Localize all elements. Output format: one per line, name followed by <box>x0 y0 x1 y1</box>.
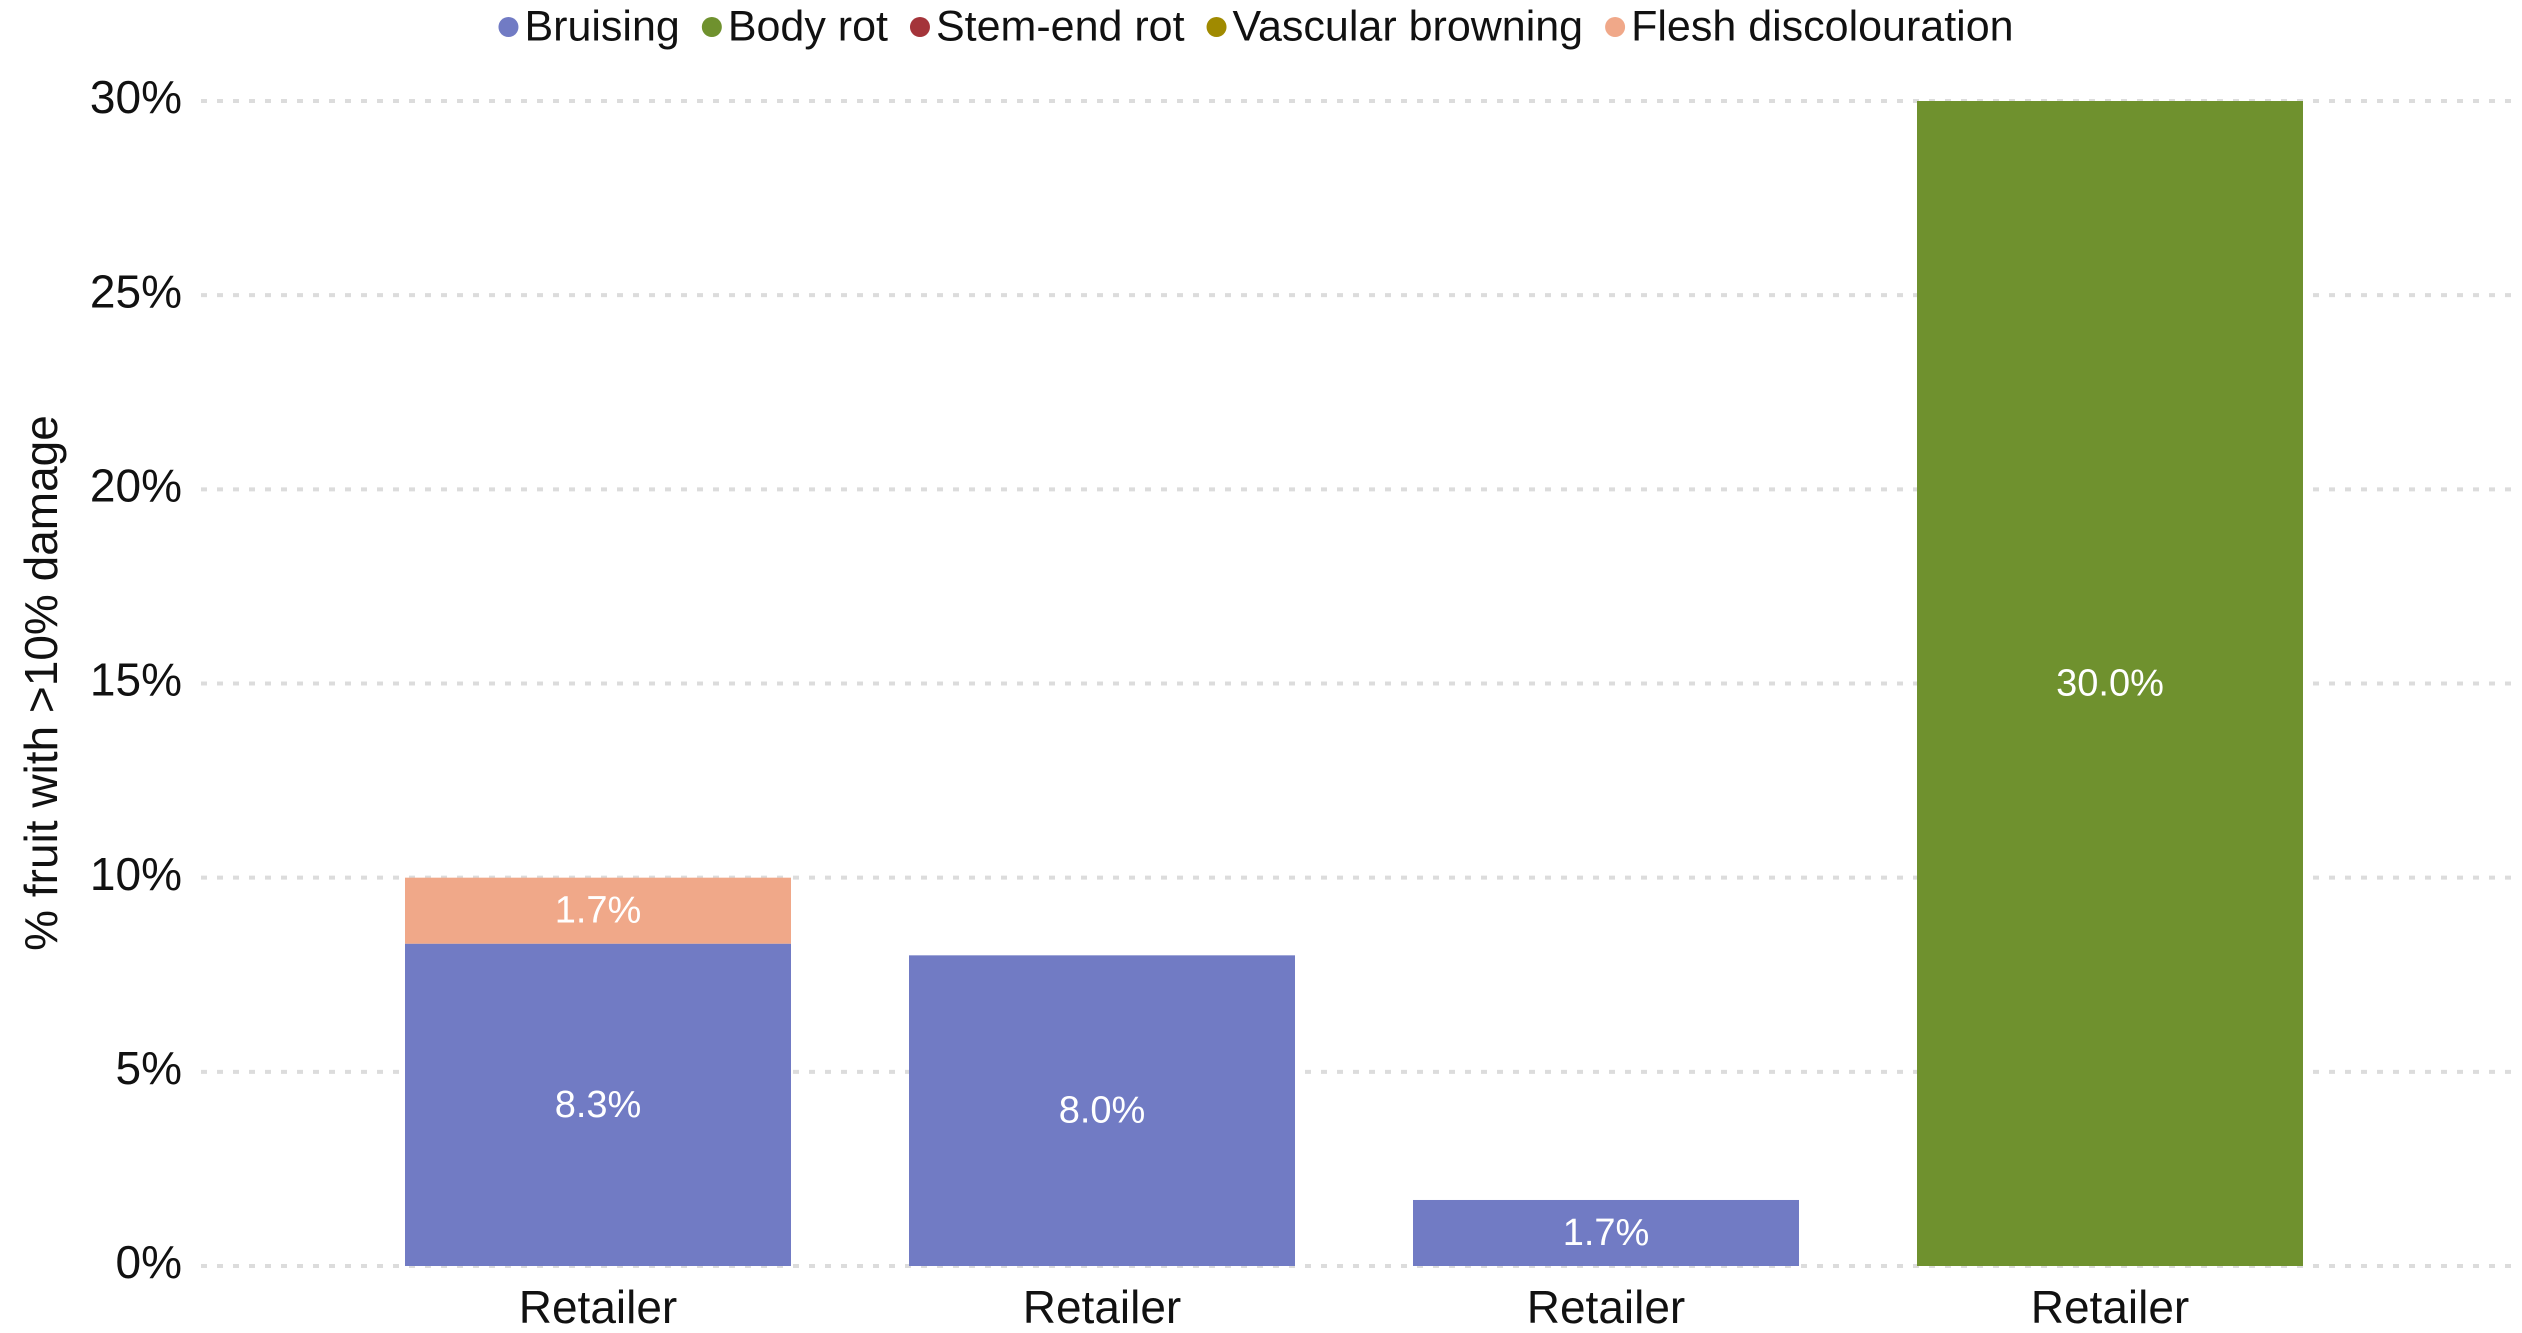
legend-label: Vascular browning <box>1233 2 1584 50</box>
data-label: 30.0% <box>2056 663 2164 705</box>
legend-marker <box>909 17 930 37</box>
y-tick-label: 0% <box>116 1236 182 1288</box>
legend-marker <box>1206 17 1227 37</box>
y-tick-label: 20% <box>90 459 182 511</box>
x-tick-label: Retailer <box>519 1281 678 1333</box>
bar-segment <box>1917 101 2303 1266</box>
legend-label: Flesh discolouration <box>1631 2 2013 50</box>
y-tick-label: 5% <box>116 1042 182 1094</box>
legend-marker <box>498 17 519 37</box>
x-tick-label: Retailer <box>1527 1281 1686 1333</box>
legend-marker <box>1605 17 1626 37</box>
legend-marker <box>701 17 722 37</box>
bar-segment <box>405 877 791 944</box>
bar-segment <box>1413 1199 1799 1266</box>
x-tick-label: Retailer <box>1023 1281 1182 1333</box>
data-label: 1.7% <box>1563 1212 1650 1254</box>
y-tick-label: 15% <box>90 654 182 706</box>
y-tick-label: 25% <box>90 265 182 317</box>
bar-segment <box>909 955 1295 1266</box>
data-label: 8.3% <box>555 1084 642 1126</box>
y-axis-title: % fruit with >10% damage <box>15 415 67 951</box>
data-label: 8.0% <box>1059 1090 1146 1132</box>
data-label: 1.7% <box>555 890 642 932</box>
legend-label: Bruising <box>524 2 679 50</box>
x-tick-label: Retailer <box>2031 1281 2190 1333</box>
y-tick-label: 10% <box>90 848 182 900</box>
bar-segment <box>405 943 791 1266</box>
y-tick-label: 30% <box>90 71 182 123</box>
legend-label: Stem-end rot <box>936 2 1185 50</box>
legend-label: Body rot <box>728 2 888 50</box>
